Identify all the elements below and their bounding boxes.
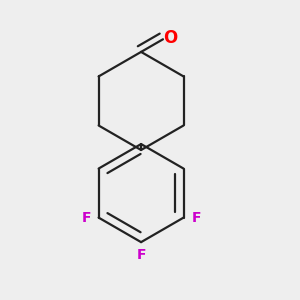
Text: F: F	[81, 211, 91, 225]
Text: F: F	[191, 211, 201, 225]
Text: O: O	[163, 29, 178, 47]
Text: F: F	[136, 248, 146, 262]
